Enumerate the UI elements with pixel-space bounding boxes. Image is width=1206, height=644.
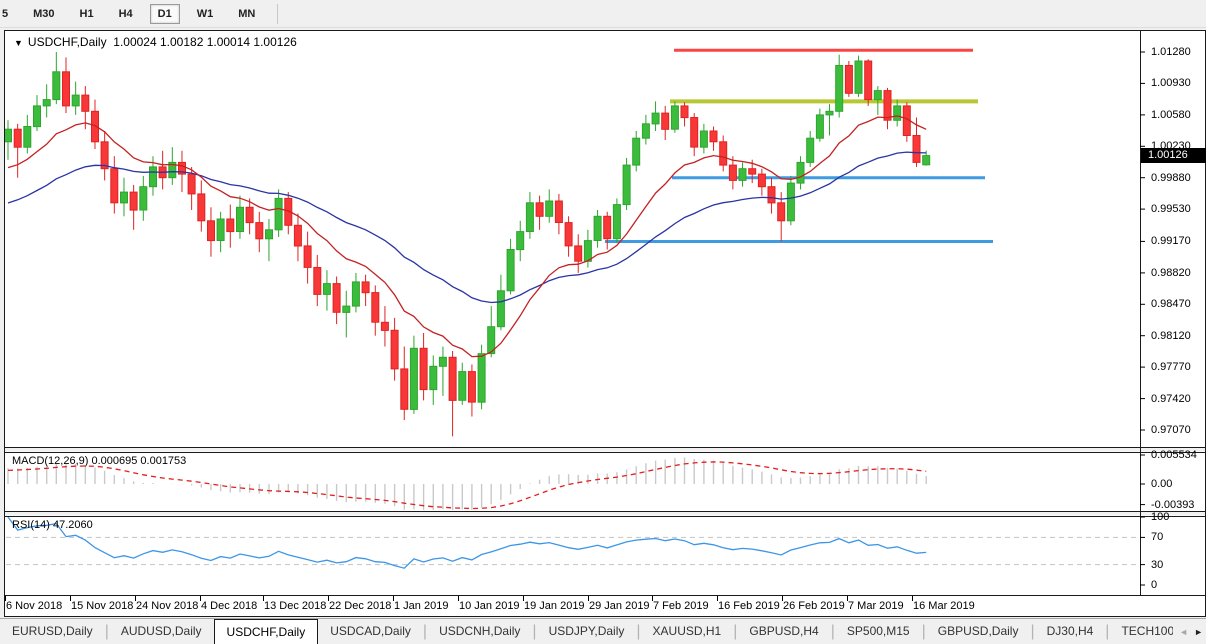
tab-usdjpy-daily[interactable]: USDJPY,Daily [548,624,625,638]
macd-signal-line [7,461,927,510]
date-axis-label: 24 Nov 2018 [136,600,199,612]
date-axis-label: 26 Feb 2019 [783,600,845,612]
macd-axis-label: -0.00393 [1151,498,1195,511]
date-axis-label: 6 Nov 2018 [6,600,63,612]
price-axis-label: 1.00580 [1151,108,1191,121]
tab-separator: | [733,623,738,640]
chart-ohlc-values: 1.00024 1.00182 1.00014 1.00126 [113,35,297,49]
tab-gbpusd-h4[interactable]: GBPUSD,H4 [749,624,819,638]
fast-ma-line [7,115,927,358]
tab-separator: | [1105,623,1110,640]
date-axis-label: 29 Jan 2019 [589,600,650,612]
price-axis-label: 0.98820 [1151,266,1191,279]
tab-sp500-m15[interactable]: SP500,M15 [846,624,910,638]
rsi-axis-label: 100 [1151,511,1170,523]
axis-ticks [5,51,1145,601]
tab-usdchf-daily[interactable]: USDCHF,Daily [213,619,319,644]
date-axis-label: 22 Dec 2018 [329,600,392,612]
bear-candles [13,57,921,437]
slow-ma-line [7,151,927,304]
tab-audusd-daily[interactable]: AUDUSD,Daily [120,624,202,638]
tab-separator: | [636,623,641,640]
date-axis-label: 7 Mar 2019 [848,600,904,612]
tab-gbpusd-daily[interactable]: GBPUSD,Daily [937,624,1019,638]
price-axis-label: 0.97070 [1151,424,1191,436]
timeframe-button-h4[interactable]: H4 [118,7,133,20]
chart-title: ▼ USDCHF,Daily 1.00024 1.00182 1.00014 1.… [14,35,297,49]
splitter-macd[interactable] [4,447,1206,452]
macd-axis-label: 0.005534 [1151,449,1197,461]
price-axis-label: 0.98120 [1151,329,1191,342]
tab-scroll-buttons: ◄ ► [1173,619,1203,644]
tab-separator: | [830,623,835,640]
price-axis-label: 0.99530 [1151,203,1191,216]
date-axis-label: 7 Feb 2019 [653,600,709,612]
tab-separator: | [532,623,537,640]
date-axis-label: 16 Mar 2019 [913,600,975,612]
price-axis-label: 1.00930 [1151,77,1191,90]
date-axis-label: 1 Jan 2019 [394,600,449,612]
symbol-tab-bar: EURUSD,Daily | AUDUSD,Daily USDCHF,Daily USD… [0,618,1206,644]
tab-dj30-h4[interactable]: DJ30,H4 [1046,624,1094,638]
rsi-line [7,516,927,569]
tab-usdcad-daily[interactable]: USDCAD,Daily [330,624,411,638]
timeframe-button-mn[interactable]: MN [238,7,256,20]
rsi-axis-label: 70 [1151,531,1164,544]
timeframe-button-w1[interactable]: W1 [196,7,214,20]
chart-background [4,30,1206,616]
tab-separator: | [921,623,926,640]
tab-scroll-right-icon[interactable]: ► [1194,626,1203,637]
date-axis-label: 19 Jan 2019 [524,600,585,612]
date-axis-label: 13 Dec 2018 [264,600,327,612]
tab-separator: | [104,623,109,640]
tab-separator: | [422,623,428,640]
macd-indicator-label: MACD(12,26,9) 0.000695 0.001753 [12,455,187,467]
price-axis-label: 0.97770 [1151,361,1191,374]
timeframe-toolbar: 5 M30 H1 H4 D1 W1 MN [0,0,1206,28]
price-axis-label: 1.01280 [1151,46,1191,58]
date-axis-label: 15 Nov 2018 [71,600,134,612]
timeframe-button-m30[interactable]: M30 [33,7,55,20]
price-axis-label: 0.99170 [1151,235,1191,248]
timeframe-button-d1[interactable]: D1 [149,3,180,24]
current-price-badge: 1.00126 [1141,147,1206,163]
tab-separator: | [1030,623,1035,640]
tab-scroll-left-icon[interactable]: ◄ [1179,626,1189,637]
date-axis-label: 16 Feb 2019 [718,600,780,612]
price-axis-label: 0.98470 [1151,298,1191,311]
symbol-dropdown-icon[interactable]: ▼ [14,38,23,48]
rsi-indicator-label: RSI(14) 47.2060 [12,519,93,531]
tab-usdcnh-daily[interactable]: USDCNH,Daily [439,624,521,638]
rsi-axis-label: 30 [1151,558,1164,571]
chart-symbol: USDCHF,Daily [27,35,107,49]
timeframe-button-5[interactable]: 5 [2,7,9,20]
macd-histogram [7,457,927,510]
chart-canvas[interactable] [4,30,1206,617]
date-axis-label: 4 Dec 2018 [201,600,258,612]
tab-separator: | [1205,619,1206,644]
bull-candles [4,52,931,414]
date-axis-label: 10 Jan 2019 [459,600,520,612]
price-axis-label: 0.97420 [1151,392,1191,405]
macd-axis-label: 0.00 [1151,478,1173,490]
splitter-rsi[interactable] [4,511,1206,516]
price-axis-label: 0.99880 [1151,171,1191,184]
rsi-axis-label: 0 [1151,579,1158,591]
timeframe-button-h1[interactable]: H1 [79,7,94,20]
tab-xauusd-h1[interactable]: XAUUSD,H1 [652,624,722,638]
tab-eurusd-daily[interactable]: EURUSD,Daily [12,624,93,638]
toolbar-separator [277,3,279,24]
chart-window[interactable]: ▼ USDCHF,Daily 1.00024 1.00182 1.00014 1.… [4,30,1206,617]
